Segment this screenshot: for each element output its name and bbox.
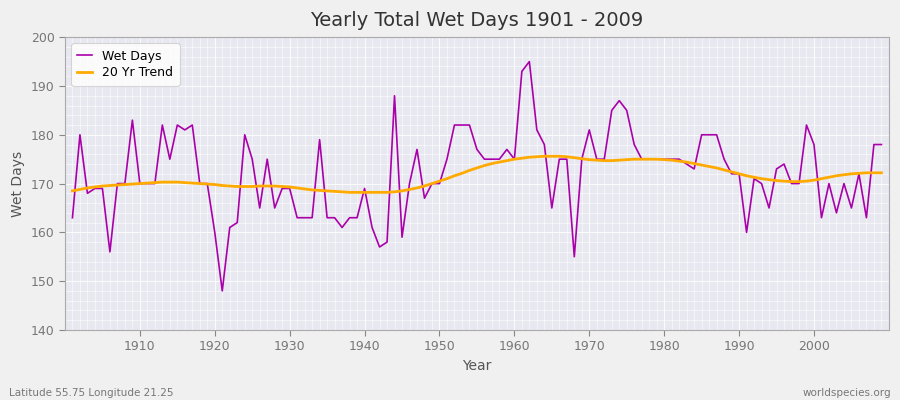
- Wet Days: [876, 142, 886, 147]
- Line: 20 Yr Trend: 20 Yr Trend: [72, 156, 881, 192]
- Wet Days: [524, 59, 535, 64]
- 20 Yr Trend: [517, 156, 527, 161]
- Wet Days: [299, 215, 310, 220]
- Wet Days: [127, 118, 138, 122]
- Text: worldspecies.org: worldspecies.org: [803, 388, 891, 398]
- Wet Days: [67, 215, 77, 220]
- Y-axis label: Wet Days: Wet Days: [11, 150, 25, 217]
- Line: Wet Days: Wet Days: [72, 62, 881, 291]
- 20 Yr Trend: [614, 158, 625, 162]
- 20 Yr Trend: [292, 186, 302, 190]
- Wet Days: [614, 98, 625, 103]
- Title: Yearly Total Wet Days 1901 - 2009: Yearly Total Wet Days 1901 - 2009: [310, 11, 644, 30]
- 20 Yr Trend: [127, 182, 138, 186]
- Wet Days: [517, 69, 527, 74]
- 20 Yr Trend: [876, 170, 886, 175]
- 20 Yr Trend: [539, 154, 550, 159]
- Text: Latitude 55.75 Longitude 21.25: Latitude 55.75 Longitude 21.25: [9, 388, 174, 398]
- 20 Yr Trend: [337, 190, 347, 194]
- Wet Days: [509, 157, 520, 162]
- 20 Yr Trend: [344, 190, 355, 195]
- Wet Days: [217, 288, 228, 293]
- X-axis label: Year: Year: [463, 359, 491, 373]
- 20 Yr Trend: [509, 157, 520, 162]
- 20 Yr Trend: [67, 188, 77, 193]
- Wet Days: [344, 215, 355, 220]
- Legend: Wet Days, 20 Yr Trend: Wet Days, 20 Yr Trend: [71, 44, 180, 86]
